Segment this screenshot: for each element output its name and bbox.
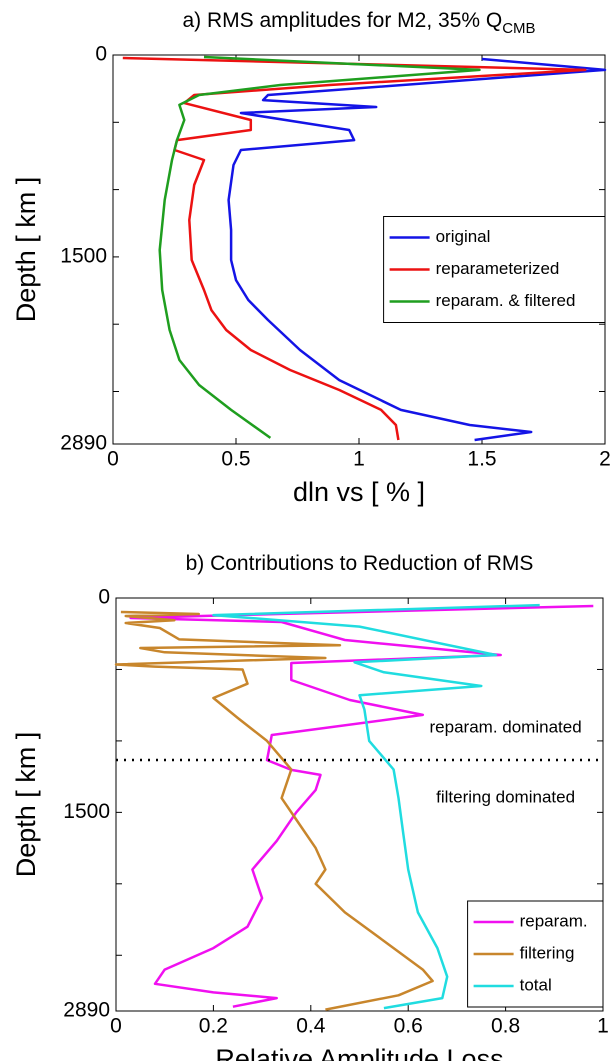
data-line: [227, 57, 607, 442]
title-text: b) Contributions to Reduction of RMS: [186, 552, 534, 575]
y-tick-label: 0: [95, 43, 107, 66]
chart-title: b) Contributions to Reduction of RMS: [186, 552, 534, 575]
x-tick-label: 0.2: [199, 1015, 228, 1038]
x-tick-label: 0: [110, 1015, 122, 1038]
plot-frame: [115, 597, 604, 1012]
x-tick-label: 0.6: [394, 1015, 423, 1038]
y-axis-label: Depth [ km ]: [11, 732, 41, 878]
x-tick-label: 1: [353, 448, 365, 471]
x-tick-label: 0.5: [221, 448, 250, 471]
title-subscript: CMB: [502, 20, 535, 37]
x-tick-label: 0.8: [491, 1015, 520, 1038]
legend-label: filtering: [520, 943, 575, 962]
x-axis-label: dln vs [ % ]: [293, 477, 425, 507]
x-tick-label: 1.5: [467, 448, 496, 471]
legend-label: reparam.: [520, 911, 588, 930]
chart-title: a) RMS amplitudes for M2, 35% QCMB: [182, 9, 535, 38]
data-line: [212, 603, 540, 1010]
legend-label: reparam. & filtered: [436, 291, 576, 310]
annotation: reparam. dominated: [430, 718, 582, 737]
data-line: [129, 604, 594, 1008]
x-axis-label: Relative Amplitude Loss: [215, 1044, 503, 1061]
y-tick-label: 1500: [63, 800, 110, 823]
x-tick-label: 1: [597, 1015, 609, 1038]
y-tick-label: 2890: [60, 432, 107, 455]
x-tick-label: 0.4: [296, 1015, 326, 1038]
title-text: a) RMS amplitudes for M2, 35% Q: [182, 9, 502, 32]
y-axis-label: Depth [ km ]: [11, 177, 41, 323]
y-tick-label: 1500: [60, 244, 107, 267]
annotation: filtering dominated: [436, 788, 575, 807]
data-line: [114, 610, 434, 1011]
y-tick-label: 0: [98, 586, 110, 609]
data-line: [158, 55, 481, 439]
x-tick-label: 0: [107, 448, 119, 471]
legend-label: total: [520, 975, 552, 994]
y-tick-label: 2890: [63, 999, 110, 1022]
legend-label: reparameterized: [436, 259, 560, 278]
legend-label: original: [436, 227, 491, 246]
x-tick-label: 2: [599, 448, 611, 471]
